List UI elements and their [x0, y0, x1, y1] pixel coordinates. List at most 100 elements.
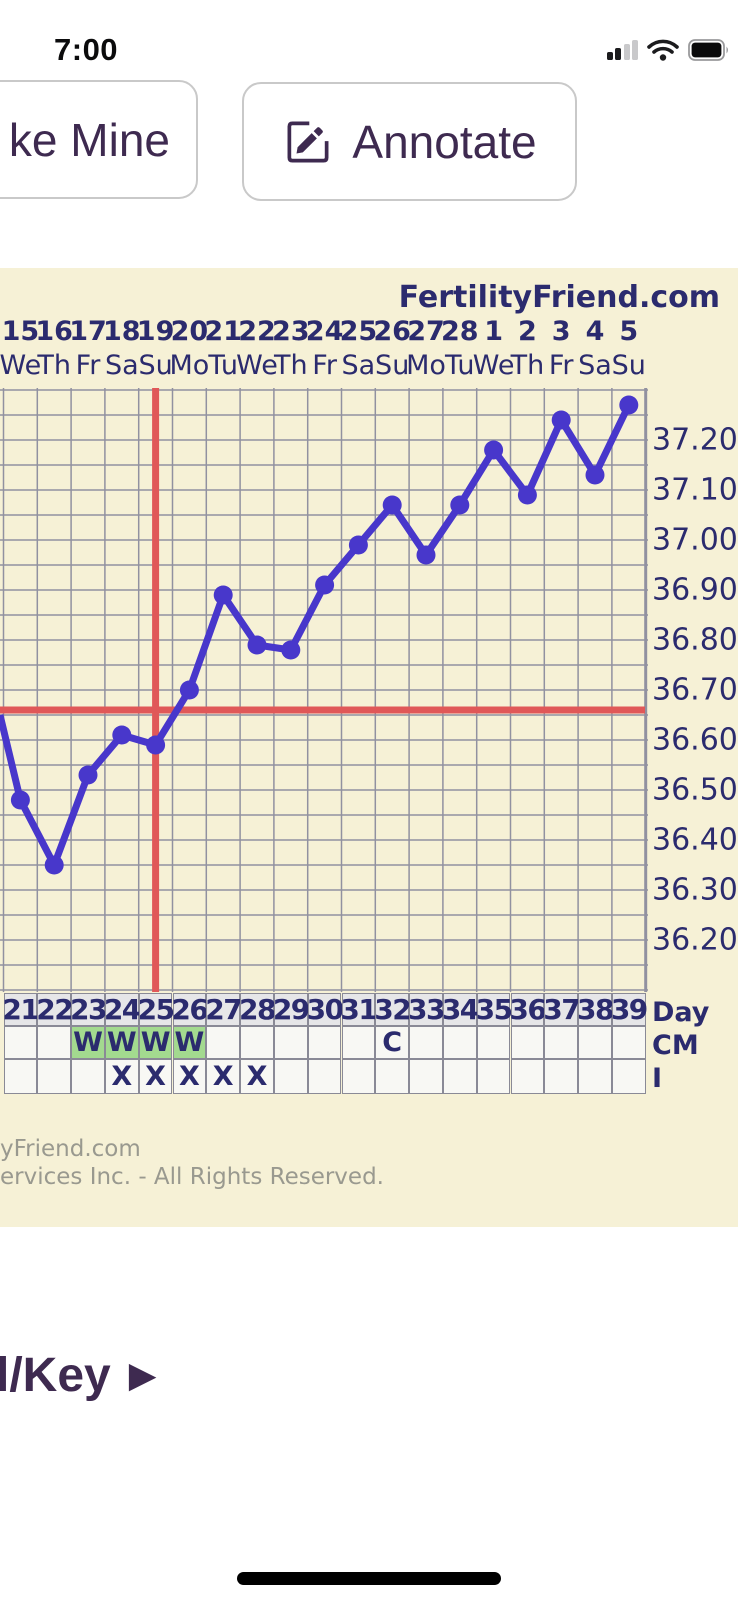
temp-point-day-33[interactable] — [416, 545, 436, 565]
cm-cell-28[interactable] — [240, 1026, 274, 1059]
temp-point-day-34[interactable] — [450, 495, 470, 515]
make-mine-label: ke Mine — [8, 113, 170, 166]
weekday-label: Th — [37, 350, 71, 381]
day-cell-23[interactable]: 23 — [70, 993, 107, 1026]
temp-point-day-37[interactable] — [551, 410, 571, 430]
temp-point-day-35[interactable] — [484, 440, 504, 460]
i-cell-27[interactable]: X — [206, 1059, 241, 1094]
temp-point-day-31[interactable] — [348, 535, 368, 555]
weekday-label: Tu — [208, 350, 238, 381]
day-cell-32[interactable]: 32 — [374, 993, 412, 1026]
cm-cell-25[interactable]: W — [138, 1026, 173, 1059]
i-cell-28[interactable]: X — [240, 1059, 274, 1094]
make-mine-button[interactable]: ke Mine — [0, 80, 198, 199]
temp-point-day-26[interactable] — [179, 680, 199, 700]
weekday-label: Sa — [341, 350, 376, 381]
cm-cell-23[interactable]: W — [71, 1026, 105, 1059]
cm-cell-21[interactable] — [3, 1026, 38, 1059]
cm-cell-38[interactable] — [578, 1026, 612, 1059]
temp-point-day-36[interactable] — [517, 485, 537, 505]
weekday-label: Sa — [104, 350, 139, 381]
day-cell-21[interactable]: 21 — [2, 993, 40, 1026]
i-cell-23[interactable] — [71, 1059, 105, 1094]
temp-point-day-23[interactable] — [78, 765, 98, 785]
temp-point-day-28[interactable] — [247, 635, 267, 655]
temp-point-day-38[interactable] — [585, 465, 605, 485]
day-cell-35[interactable]: 35 — [475, 993, 513, 1026]
temp-point-day-30[interactable] — [315, 575, 335, 595]
weekday-label: Fr — [312, 350, 337, 381]
temp-point-day-32[interactable] — [382, 495, 402, 515]
temp-point-day-27[interactable] — [213, 585, 233, 605]
temp-point-day-21[interactable] — [10, 790, 30, 810]
cm-cell-34[interactable] — [442, 1026, 477, 1059]
i-cell-26[interactable]: X — [172, 1059, 207, 1094]
day-cell-29[interactable]: 29 — [272, 993, 310, 1026]
weekday-label: We — [0, 350, 42, 381]
day-cell-27[interactable]: 27 — [205, 993, 243, 1026]
i-cell-29[interactable] — [273, 1059, 308, 1094]
i-cell-34[interactable] — [442, 1059, 477, 1094]
annotate-button[interactable]: Annotate — [242, 82, 577, 201]
date-label: 18 — [103, 316, 141, 347]
i-cell-31[interactable] — [341, 1059, 376, 1094]
day-cell-33[interactable]: 33 — [408, 993, 445, 1026]
temp-point-day-22[interactable] — [44, 855, 64, 875]
cm-cell-26[interactable]: W — [172, 1026, 207, 1059]
y-axis-label: 36.50 — [652, 772, 738, 808]
i-cell-37[interactable] — [544, 1059, 579, 1094]
cm-cell-24[interactable]: W — [104, 1026, 139, 1059]
cm-cell-30[interactable] — [307, 1026, 342, 1059]
i-cell-36[interactable] — [510, 1059, 545, 1094]
day-cell-37[interactable]: 37 — [543, 993, 581, 1026]
edit-pencil-icon — [287, 121, 329, 162]
weekday-label: Tu — [445, 350, 475, 381]
day-cell-39[interactable]: 39 — [610, 993, 648, 1026]
weekday-label: Mo — [406, 350, 446, 381]
cm-cell-31[interactable] — [341, 1026, 376, 1059]
day-cell-31[interactable]: 31 — [340, 993, 378, 1026]
cm-cell-33[interactable] — [409, 1026, 443, 1059]
cm-cell-32[interactable]: C — [375, 1026, 410, 1059]
i-cell-39[interactable] — [611, 1059, 646, 1094]
cm-cell-39[interactable] — [611, 1026, 646, 1059]
i-cell-22[interactable] — [37, 1059, 72, 1094]
cm-cell-36[interactable] — [510, 1026, 545, 1059]
day-cell-34[interactable]: 34 — [441, 993, 479, 1026]
cm-cell-29[interactable] — [273, 1026, 308, 1059]
i-cell-24[interactable]: X — [104, 1059, 139, 1094]
day-cell-36[interactable]: 36 — [509, 993, 547, 1026]
i-cell-30[interactable] — [307, 1059, 342, 1094]
day-cell-25[interactable]: 25 — [137, 993, 175, 1026]
home-indicator[interactable] — [237, 1572, 501, 1585]
legend-key-label: l/Key — [0, 1349, 111, 1402]
cm-cell-27[interactable] — [206, 1026, 241, 1059]
day-cell-26[interactable]: 26 — [171, 993, 209, 1026]
date-label: 23 — [272, 316, 310, 347]
day-cell-38[interactable]: 38 — [577, 993, 614, 1026]
temp-point-day-29[interactable] — [281, 640, 301, 660]
i-cell-21[interactable] — [3, 1059, 38, 1094]
temp-point-day-39[interactable] — [619, 395, 639, 415]
i-cell-32[interactable] — [375, 1059, 410, 1094]
i-cell-25[interactable]: X — [138, 1059, 173, 1094]
cm-cell-37[interactable] — [544, 1026, 579, 1059]
brand-title: FertilityFriend.com — [398, 280, 720, 315]
day-cell-24[interactable]: 24 — [103, 993, 141, 1026]
i-cell-35[interactable] — [476, 1059, 511, 1094]
i-cell-33[interactable] — [409, 1059, 443, 1094]
weekday-label: Fr — [75, 350, 101, 381]
cm-cell-22[interactable] — [37, 1026, 72, 1059]
temp-point-day-25[interactable] — [146, 735, 166, 755]
date-label: 15 — [1, 316, 40, 347]
bbt-temperature-plot[interactable] — [0, 388, 648, 992]
i-cell-38[interactable] — [578, 1059, 612, 1094]
date-label: 21 — [204, 316, 242, 347]
date-label: 27 — [407, 316, 445, 347]
day-cell-22[interactable]: 22 — [36, 993, 74, 1026]
day-cell-28[interactable]: 28 — [239, 993, 276, 1026]
temp-point-day-24[interactable] — [112, 725, 132, 745]
cm-cell-35[interactable] — [476, 1026, 511, 1059]
legend-key-link[interactable]: l/Key ▶ — [0, 1348, 156, 1403]
day-cell-30[interactable]: 30 — [306, 993, 344, 1026]
